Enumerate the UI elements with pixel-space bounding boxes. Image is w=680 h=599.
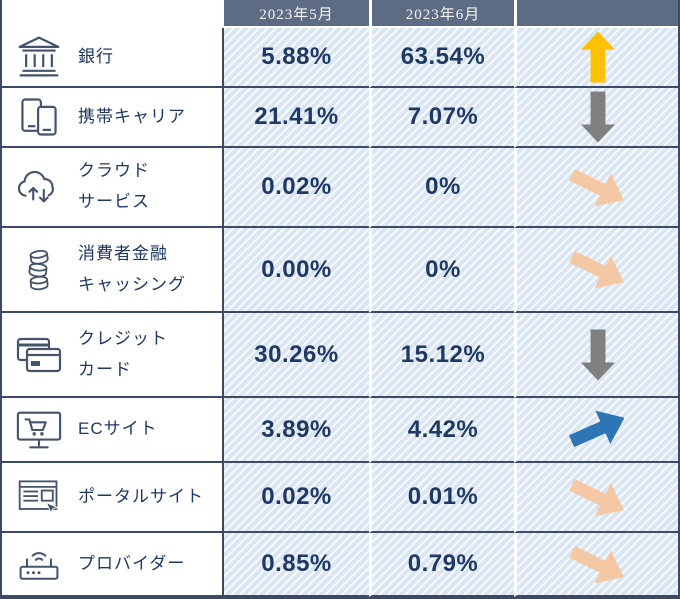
consumer-finance-june-value: 0% (369, 228, 514, 313)
mobile-carrier-trend-cell (514, 88, 678, 148)
ec-site-icon (10, 406, 68, 454)
header-may: 2023年5月 (224, 0, 369, 28)
credit-card-trend-cell (514, 313, 678, 398)
mobile-carrier-june-value: 7.07% (369, 88, 514, 148)
mobile-carrier-icon (10, 94, 68, 140)
bank-icon (10, 34, 68, 80)
portal-site-may-value: 0.02% (224, 463, 369, 533)
consumer-finance-may-value: 0.00% (224, 228, 369, 313)
down-arrow-icon (580, 91, 615, 143)
cloud-service-june-value: 0% (369, 148, 514, 228)
provider-icon (10, 541, 68, 587)
credit-card-icon (10, 330, 68, 380)
portal-site-trend-cell (514, 463, 678, 533)
flat-arrow-icon (568, 168, 624, 206)
ec-site-trend-cell (514, 398, 678, 463)
portal-site-june-value: 0.01% (369, 463, 514, 533)
cloud-service-label-cell: クラウド サービス (2, 148, 224, 228)
portal-site-label-cell: ポータルサイト (2, 463, 224, 533)
provider-trend-cell (514, 533, 678, 597)
flat-arrow-icon (568, 545, 624, 583)
credit-card-label: クレジット カード (78, 328, 168, 379)
header-june: 2023年6月 (369, 0, 514, 28)
provider-june-value: 0.79% (369, 533, 514, 597)
consumer-finance-trend-cell (514, 228, 678, 313)
bank-may-value: 5.88% (224, 28, 369, 88)
mobile-carrier-may-value: 21.41% (224, 88, 369, 148)
portal-site-icon (10, 474, 68, 520)
consumer-finance-label-cell: 消費者金融 キャッシング (2, 228, 224, 313)
bank-label: 銀行 (78, 46, 114, 66)
provider-label-cell: プロバイダー (2, 533, 224, 597)
ec-site-label-cell: ECサイト (2, 398, 224, 463)
cloud-service-label: クラウド サービス (78, 161, 150, 211)
ec-site-june-value: 4.42% (369, 398, 514, 463)
ec-site-label: ECサイト (78, 419, 158, 439)
cloud-service-icon (10, 163, 68, 211)
provider-may-value: 0.85% (224, 533, 369, 597)
mobile-carrier-label: 携帯キャリア (78, 106, 186, 126)
header-empty-cell (2, 0, 224, 28)
portal-site-label: ポータルサイト (78, 486, 204, 506)
provider-label: プロバイダー (78, 553, 186, 573)
cloud-service-trend-cell (514, 148, 678, 228)
ec-site-may-value: 3.89% (224, 398, 369, 463)
credit-card-label-cell: クレジット カード (2, 313, 224, 398)
flat-arrow-icon (568, 478, 624, 516)
bank-june-value: 63.54% (369, 28, 514, 88)
up-arrow-icon (580, 31, 615, 83)
flat-arrow-icon (568, 250, 624, 289)
credit-card-june-value: 15.12% (369, 313, 514, 398)
bank-label-cell: 銀行 (2, 28, 224, 88)
mobile-carrier-label-cell: 携帯キャリア (2, 88, 224, 148)
down-arrow-icon (580, 329, 615, 380)
credit-card-may-value: 30.26% (224, 313, 369, 398)
header-trend-cell (514, 0, 678, 28)
bank-trend-cell (514, 28, 678, 88)
consumer-finance-icon (10, 245, 68, 295)
cloud-service-may-value: 0.02% (224, 148, 369, 228)
consumer-finance-label: 消費者金融 キャッシング (78, 243, 186, 294)
up-right-arrow-icon (568, 410, 624, 448)
